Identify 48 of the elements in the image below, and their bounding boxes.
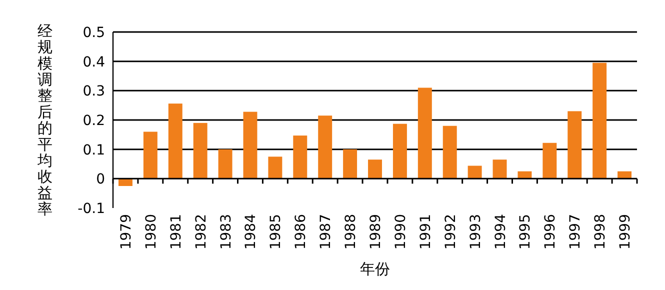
text: 经规模调整后的平均收益率 <box>38 22 52 218</box>
x-tick-label: 1988 <box>343 214 360 250</box>
bar <box>293 136 308 179</box>
x-axis-title: 年份 <box>360 260 390 278</box>
x-tick-label: 1981 <box>168 214 184 250</box>
x-tick-label: 1985 <box>268 214 284 250</box>
bar <box>343 149 358 179</box>
x-tick-label: 1992 <box>442 214 459 250</box>
y-tick-label: 0.5 <box>82 25 105 41</box>
y-tick-label: -0.1 <box>78 201 105 217</box>
x-tick-label: 1987 <box>318 214 334 250</box>
bar <box>418 88 432 179</box>
y-tick-label: 0 <box>96 172 105 188</box>
bar <box>218 149 232 179</box>
x-tick-label: 1995 <box>518 214 534 250</box>
bar <box>492 160 507 179</box>
x-tick-label: 1993 <box>468 214 484 250</box>
x-tick-label: 1998 <box>592 214 609 250</box>
x-tick-label: 1982 <box>193 214 210 250</box>
x-tick-label: 1983 <box>218 214 234 250</box>
bar <box>592 62 607 179</box>
y-tick-label: 0.1 <box>82 142 105 158</box>
bar <box>468 166 482 179</box>
x-tick-label: 1989 <box>368 214 384 250</box>
x-tick-label: 1996 <box>542 214 559 250</box>
bar <box>392 124 407 179</box>
bar <box>143 132 158 179</box>
bar <box>168 104 182 179</box>
bar <box>442 126 457 179</box>
x-tick-label: 1997 <box>568 214 584 250</box>
x-tick-label: 1984 <box>243 214 260 250</box>
y-tick-label: 0.3 <box>82 84 105 100</box>
bar <box>193 122 208 179</box>
bar <box>318 116 332 179</box>
x-tick-label: 1990 <box>392 214 409 250</box>
y-tick-label: 0.2 <box>82 113 105 129</box>
x-tick-label: 1991 <box>418 214 434 250</box>
x-tick-label: 1999 <box>618 214 634 250</box>
bar <box>268 156 282 179</box>
x-tick-label: 1979 <box>118 214 134 250</box>
bar <box>368 160 382 179</box>
x-tick-label: 1994 <box>492 214 509 250</box>
x-tick-label: 1980 <box>143 214 160 250</box>
bar <box>243 112 258 179</box>
y-tick-label: 0.4 <box>82 54 106 70</box>
x-tick-label: 1986 <box>293 214 310 250</box>
bar <box>542 142 557 179</box>
bar <box>568 111 582 179</box>
